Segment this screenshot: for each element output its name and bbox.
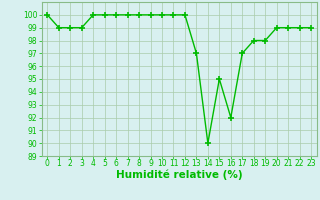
X-axis label: Humidité relative (%): Humidité relative (%): [116, 169, 243, 180]
